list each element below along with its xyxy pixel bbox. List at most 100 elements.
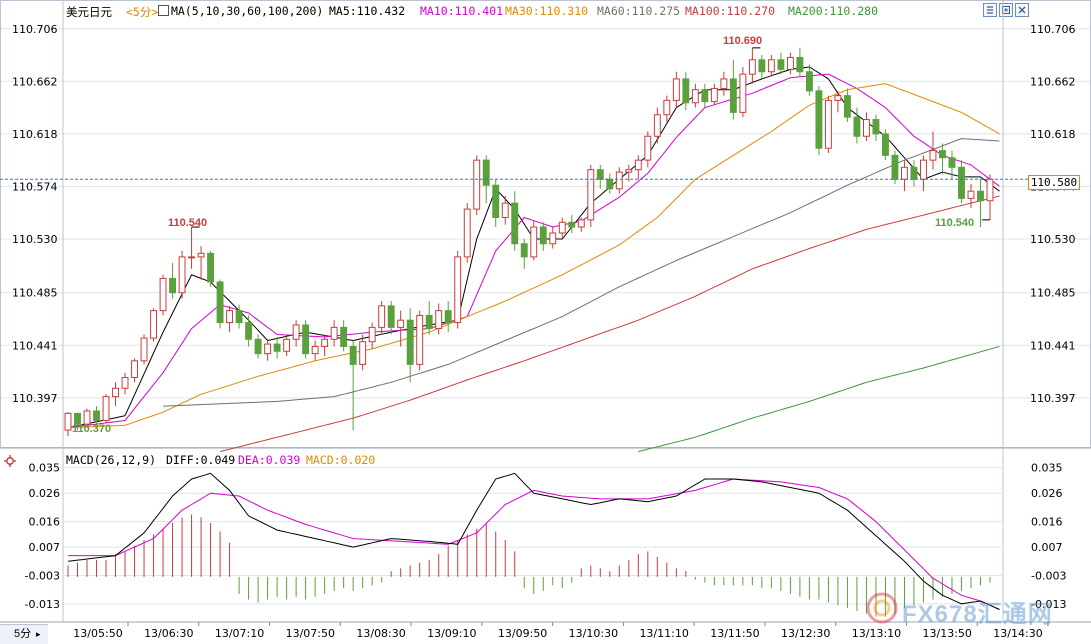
candle-down <box>729 78 737 113</box>
macd-tick-left: 0.035 <box>29 462 61 475</box>
candle-up <box>264 343 272 355</box>
low-annotation-last: 110.540 <box>935 217 975 229</box>
ma5-value: MA5:110.432 <box>329 4 406 18</box>
candle-up <box>150 310 157 339</box>
candle-up <box>102 396 110 422</box>
price-tick-left: 110.618 <box>12 128 58 141</box>
price-tick-right: 110.618 <box>1030 128 1076 141</box>
candle-down <box>207 252 215 283</box>
candle-up <box>672 78 680 101</box>
candle-down <box>805 71 813 92</box>
candle-down <box>273 343 281 352</box>
candle-up <box>416 314 424 365</box>
candle-up <box>558 221 566 234</box>
price-tick-left: 110.397 <box>12 392 58 405</box>
watermark-text: FX678汇通网 <box>902 601 1053 628</box>
macd-tick-left: -0.013 <box>25 598 60 611</box>
candle-down <box>682 78 690 104</box>
candle-up <box>549 232 557 245</box>
price-tick-left: 110.574 <box>12 180 58 193</box>
ma200-value: MA200:110.280 <box>788 4 879 18</box>
price-tick-left: 110.441 <box>12 339 58 352</box>
price-tick-right: 110.485 <box>1030 287 1076 300</box>
candle-up <box>283 338 291 352</box>
price-tick-left: 110.706 <box>12 23 58 36</box>
macd-dea-line <box>68 478 1000 610</box>
macd-tick-left: 0.026 <box>29 487 61 500</box>
macd-tick-right: -0.003 <box>1031 569 1066 582</box>
candle-down <box>74 412 81 425</box>
macd-diff-line <box>67 472 1000 610</box>
macd-tick-right: -0.013 <box>1031 598 1066 611</box>
ma-params: MA(5,10,30,60,100,200) <box>171 4 324 18</box>
candle-up <box>83 410 91 425</box>
candle-up <box>178 256 186 294</box>
candle-down <box>606 178 614 190</box>
candle-up <box>587 169 595 221</box>
price-tick-left: 110.485 <box>12 287 58 300</box>
candle-down <box>596 169 604 180</box>
time-tick-label: 13/08:30 <box>356 627 405 640</box>
candle-up <box>691 89 699 104</box>
candle-up <box>159 277 167 312</box>
candle-up <box>748 59 756 75</box>
candle-up <box>378 305 386 328</box>
watermark: FX678汇通网 <box>866 592 1076 628</box>
ma-line-ma30 <box>67 83 1000 429</box>
time-tick-label: 13/09:50 <box>498 627 547 640</box>
candle-down <box>511 202 519 245</box>
ma-toggle-box[interactable] <box>158 4 169 18</box>
candle-up <box>901 166 908 180</box>
candle-down <box>948 157 956 168</box>
period-tab-label: 5分 <box>14 628 32 640</box>
ma100-value: MA100:110.270 <box>685 4 776 18</box>
high-annotation-1: 110.540 <box>168 217 208 229</box>
candle-up <box>710 87 718 103</box>
candle-down <box>815 90 823 149</box>
time-tick-label: 13/05:50 <box>73 627 122 640</box>
candle-down <box>872 119 880 135</box>
candle-up <box>226 310 234 324</box>
candle-up <box>862 119 870 137</box>
candle-up <box>929 150 937 161</box>
price-tick-right: 110.530 <box>1030 233 1076 246</box>
time-tick-label: 13/07:10 <box>215 627 264 640</box>
candle-down <box>340 326 348 347</box>
candle-up <box>140 337 148 362</box>
candle-down <box>568 221 576 228</box>
price-tick-right: 110.662 <box>1030 75 1076 88</box>
ma10-value: MA10:110.401 <box>420 4 504 18</box>
price-tick-left: 110.530 <box>12 233 58 246</box>
candle-down <box>169 277 177 294</box>
candle-down <box>796 56 804 73</box>
candle-up <box>501 202 509 218</box>
time-tick-label: 13/13:50 <box>923 627 972 640</box>
candle-up <box>368 326 376 343</box>
candle-down <box>977 190 984 202</box>
candle-down <box>235 310 243 324</box>
candle-up <box>920 159 927 180</box>
close-icon[interactable] <box>1015 3 1029 17</box>
ma-line-ma100 <box>219 195 1000 453</box>
high-annotation-2: 110.690 <box>723 35 763 47</box>
candle-up <box>311 345 319 355</box>
candle-up <box>577 219 585 228</box>
candle-up <box>615 171 623 190</box>
candle-up <box>397 319 405 328</box>
candle-up <box>986 178 994 202</box>
list-icon[interactable] <box>983 3 997 17</box>
candle-down <box>539 226 547 245</box>
candle-down <box>492 184 500 218</box>
candle-down <box>93 410 100 422</box>
price-tick-left: 110.662 <box>12 75 58 88</box>
candle-up <box>653 114 661 137</box>
candle-down <box>482 159 490 186</box>
low-annotation-first: 110.370 <box>72 423 112 435</box>
time-tick-label: 13/06:30 <box>144 627 193 640</box>
macd-settings-icon[interactable] <box>4 452 16 471</box>
period-tab[interactable]: 5分 ▸ <box>0 624 48 644</box>
candle-down <box>881 133 889 156</box>
ma-line-ma60 <box>163 138 1000 407</box>
candle-down <box>843 95 851 118</box>
